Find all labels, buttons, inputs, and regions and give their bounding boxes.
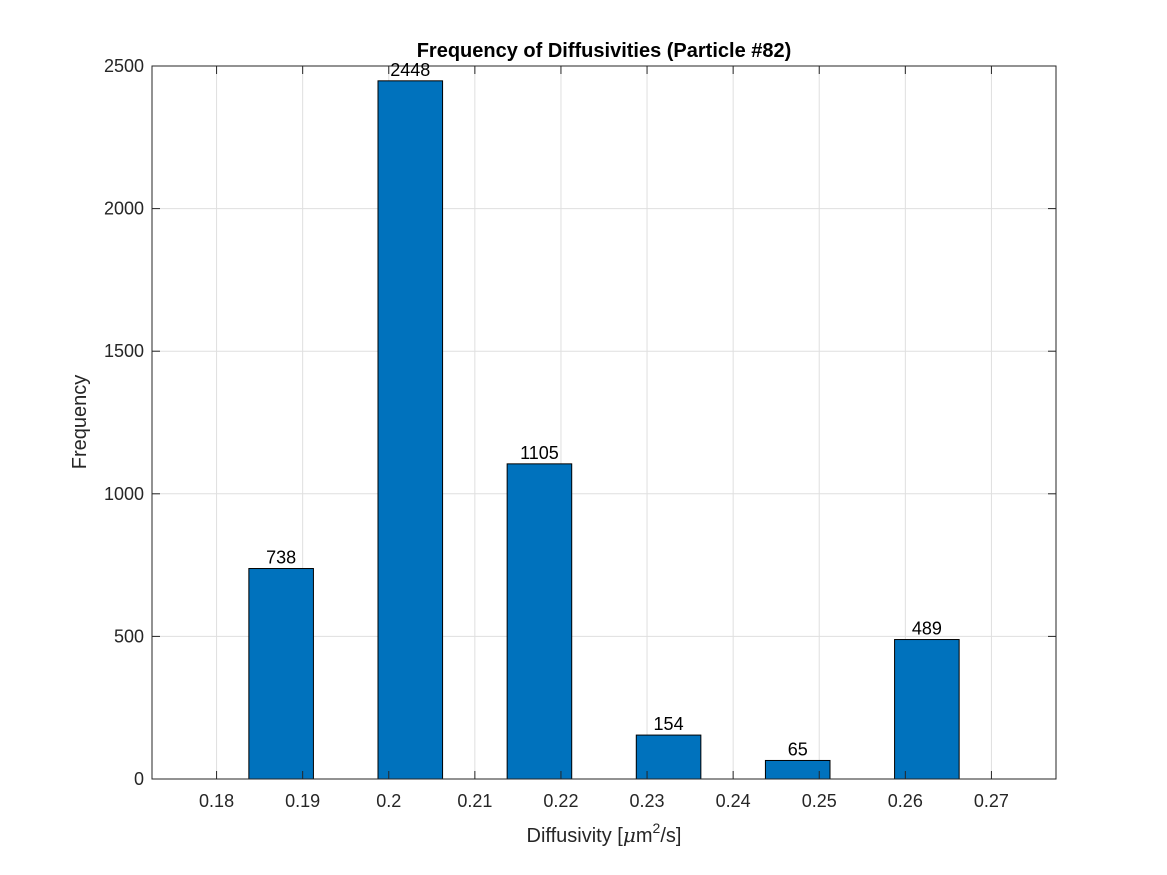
bar-data-label: 1105 — [520, 443, 559, 463]
bar-data-label: 738 — [266, 548, 296, 568]
x-tick-label: 0.18 — [199, 791, 234, 811]
y-tick-labels: 0 500 1000 1500 2000 2500 — [104, 56, 144, 789]
bar — [506, 463, 573, 780]
y-axis-label: Frequency — [69, 375, 91, 470]
x-tick-label: 0.26 — [888, 791, 923, 811]
x-axis-label-prefix: Diffusivity [ — [527, 825, 624, 847]
x-axis-label-suffix: /s] — [660, 825, 681, 847]
y-tick-label: 2500 — [104, 56, 144, 76]
x-tick-labels: 0.18 0.19 0.2 0.21 0.22 0.23 0.24 0.25 0.26 0.27 — [199, 791, 1009, 811]
data-labels: 738 2448 1105 154 65 489 — [266, 60, 942, 760]
x-axis-label-mu: μ — [623, 823, 636, 847]
x-tick-label: 0.23 — [630, 791, 665, 811]
x-tick-label: 0.21 — [457, 791, 492, 811]
bar — [894, 639, 960, 780]
bar-data-label: 154 — [654, 714, 684, 734]
bar-data-label: 2448 — [390, 60, 430, 80]
chart-title: Frequency of Diffusivities (Particle #82… — [417, 40, 792, 62]
x-tick-label: 0.24 — [716, 791, 751, 811]
bar-data-label: 489 — [912, 619, 942, 639]
axes-box — [151, 65, 1057, 780]
y-tick-label: 1500 — [104, 341, 144, 361]
bar — [764, 759, 831, 780]
bar — [248, 568, 314, 780]
x-axis-label-unit: m — [636, 825, 653, 847]
x-tick-label: 0.22 — [543, 791, 578, 811]
x-tick-label: 0.2 — [376, 791, 401, 811]
x-tick-label: 0.19 — [285, 791, 320, 811]
tick-marks — [152, 65, 1056, 780]
bar-series — [248, 80, 960, 780]
x-axis-label: Diffusivity [μm2/s] — [527, 820, 682, 847]
x-tick-label: 0.25 — [802, 791, 837, 811]
bar-data-label: 65 — [788, 739, 808, 759]
y-tick-label: 1000 — [104, 484, 144, 504]
y-tick-label: 2000 — [104, 199, 144, 219]
bar — [377, 80, 444, 780]
bar — [635, 734, 702, 780]
y-tick-label: 0 — [134, 769, 144, 789]
x-axis-label-superscript: 2 — [653, 820, 661, 836]
y-tick-label: 500 — [114, 626, 144, 646]
x-tick-label: 0.27 — [974, 791, 1009, 811]
